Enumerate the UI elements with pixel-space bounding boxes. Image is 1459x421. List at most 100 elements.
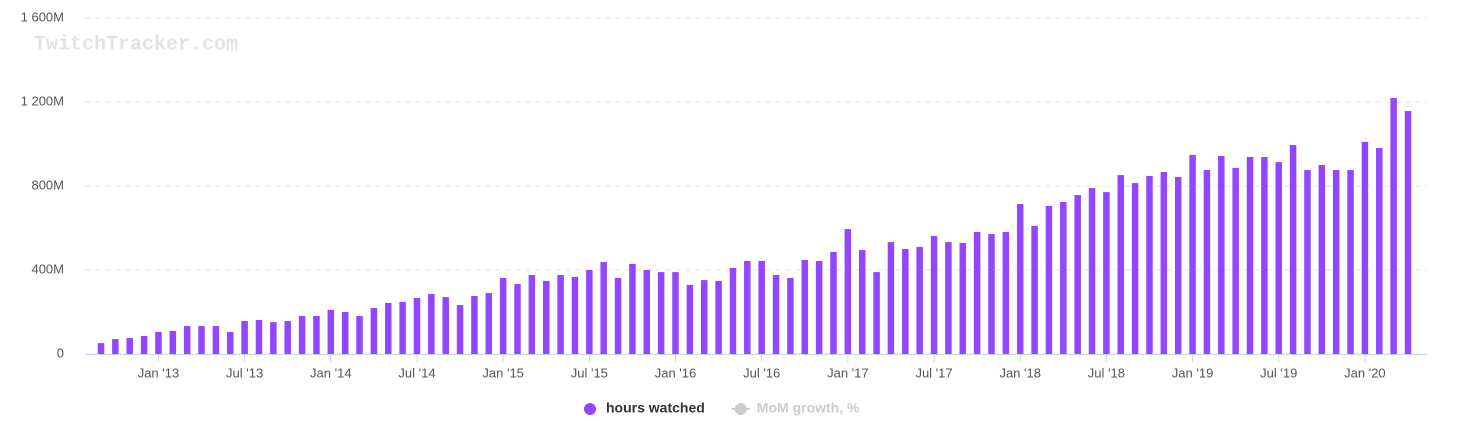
bar (1347, 170, 1354, 354)
bar (1016, 204, 1024, 354)
bar (327, 309, 335, 354)
bar (830, 251, 837, 354)
x-tick-label: Jul '15 (571, 365, 608, 380)
x-tick-label: Jul '13 (226, 365, 263, 380)
y-tick-label: 1 200M (21, 93, 64, 108)
bar (485, 293, 493, 354)
legend-label: MoM growth, % (757, 400, 860, 416)
bar (1088, 188, 1096, 354)
bar (514, 284, 521, 354)
x-tick-label: Jan '15 (482, 365, 524, 380)
bar (643, 270, 651, 354)
y-tick-label: 400M (31, 261, 64, 276)
bar (657, 272, 665, 354)
bar (586, 270, 593, 354)
bar (557, 275, 564, 354)
bar (341, 312, 349, 354)
bar (1318, 165, 1326, 354)
bar (270, 322, 277, 354)
bar (729, 267, 737, 354)
bar (600, 262, 607, 354)
y-tick-label: 1 600M (21, 9, 64, 24)
bar (1174, 176, 1182, 354)
bar (413, 297, 421, 354)
bar (255, 319, 263, 354)
bar (1103, 192, 1110, 354)
bar (313, 315, 320, 354)
bar (1031, 225, 1038, 354)
bar (155, 331, 162, 354)
bar (988, 234, 995, 354)
x-tick-label: Jan '18 (999, 365, 1041, 380)
bar (844, 229, 852, 354)
bar (715, 280, 722, 354)
y-tick-label: 800M (31, 177, 64, 192)
bar (571, 276, 579, 354)
bar (1376, 147, 1383, 354)
bar (198, 326, 205, 354)
legend-marker (584, 403, 596, 415)
bar (858, 250, 866, 354)
bar (787, 277, 794, 354)
bar (1332, 170, 1340, 354)
bar (1203, 170, 1211, 354)
bar (112, 339, 119, 354)
bar (1117, 175, 1124, 354)
bar (1261, 157, 1268, 354)
bar (1045, 205, 1053, 354)
bar (1275, 162, 1282, 354)
bar (973, 231, 981, 354)
bar (298, 315, 306, 354)
bar (815, 260, 823, 354)
bar (1232, 167, 1239, 354)
bar (241, 321, 248, 354)
bar (801, 259, 809, 354)
bar (902, 249, 909, 354)
bar (887, 242, 895, 354)
bar (528, 275, 536, 354)
bar (772, 275, 780, 354)
bar (1060, 201, 1067, 354)
bar (1002, 231, 1010, 354)
bar (140, 335, 148, 354)
bar (385, 302, 392, 354)
bar (916, 246, 923, 354)
bar (700, 280, 708, 354)
bar (744, 260, 751, 354)
bar (456, 305, 464, 354)
bar (499, 277, 507, 354)
bar (758, 260, 765, 354)
bar (428, 293, 435, 354)
bar (183, 326, 191, 354)
x-tick-label: Jan '17 (827, 365, 869, 380)
bar (1160, 171, 1168, 354)
bar (672, 272, 679, 354)
y-tick-label: 0 (57, 345, 64, 360)
x-tick-label: Jul '16 (743, 365, 780, 380)
bar (212, 326, 220, 354)
bar (686, 284, 694, 354)
bar (442, 297, 449, 354)
x-tick-label: Jan '16 (655, 365, 697, 380)
bar (1131, 183, 1139, 354)
bar (873, 272, 880, 354)
x-tick-label: Jul '18 (1088, 365, 1125, 380)
x-tick-label: Jul '14 (398, 365, 435, 380)
bar (97, 343, 105, 354)
bar (1189, 154, 1196, 354)
x-tick-label: Jan '20 (1344, 365, 1386, 380)
legend-label: hours watched (606, 400, 705, 416)
bar (356, 315, 363, 354)
watermark: TwitchTracker.com (34, 33, 238, 56)
x-tick-label: Jan '13 (138, 365, 180, 380)
bar (284, 321, 291, 354)
x-tick-label: Jan '14 (310, 365, 352, 380)
bar (370, 308, 378, 354)
bar (1218, 155, 1225, 354)
bar (1074, 195, 1081, 354)
bar (1289, 145, 1297, 354)
bar (1146, 175, 1153, 354)
bar (471, 296, 478, 354)
bar (959, 242, 967, 354)
bar (1304, 170, 1311, 354)
